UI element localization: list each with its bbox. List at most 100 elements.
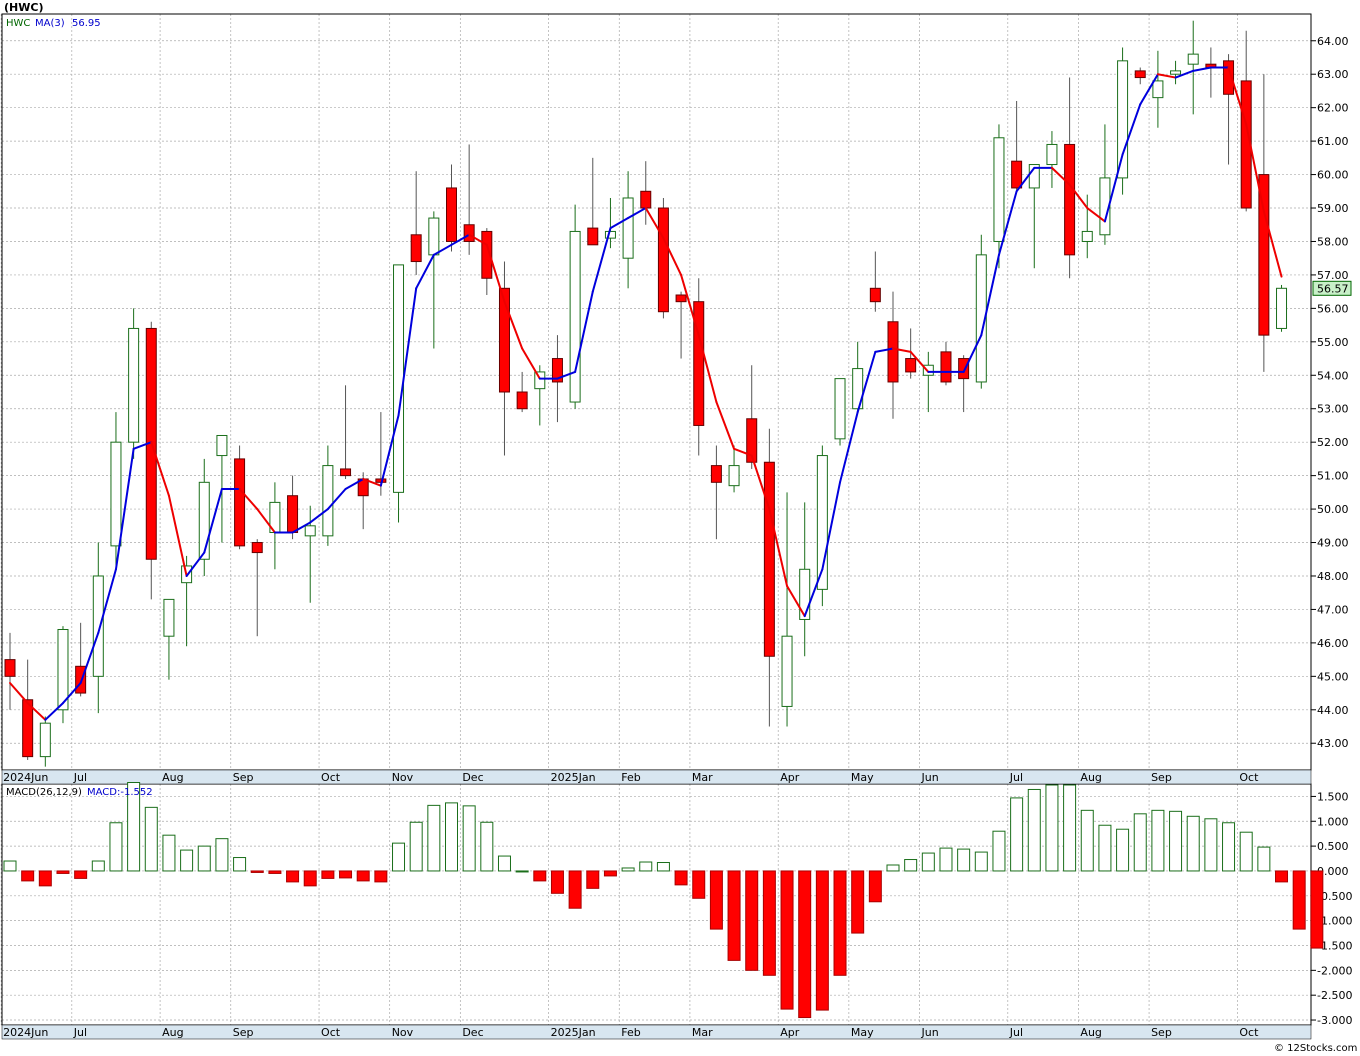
ma-segment <box>503 300 524 350</box>
macd-y-tick-label: -1.000 <box>1317 915 1352 928</box>
x-axis-label: Aug <box>1080 1026 1101 1039</box>
ma-segment <box>680 273 700 337</box>
macd-bar-positive <box>127 782 141 872</box>
macd-histogram <box>3 782 1324 1019</box>
ma-segment <box>715 401 736 450</box>
candle <box>975 234 987 389</box>
candle-body-up <box>322 465 334 537</box>
x-axis-label: May <box>851 1026 874 1039</box>
x-axis-label: Jul <box>1009 1026 1023 1039</box>
x-axis-label: Sep <box>233 1026 254 1039</box>
price-y-tick-label: 43.00 <box>1317 737 1349 750</box>
macd-bar-negative <box>568 870 582 909</box>
macd-bar-negative <box>74 870 88 879</box>
x-axis-label: Feb <box>621 771 640 784</box>
candle <box>516 371 528 413</box>
candle-body-up <box>216 434 228 457</box>
x-axis-label: Oct <box>321 1026 341 1039</box>
macd-y-axis: -3.000 -2.500 -2.000 -1.500 -1.000 -0.500 0.00… <box>1311 790 1352 1027</box>
x-axis-label: 2025Jan <box>551 771 596 784</box>
candle <box>887 291 899 419</box>
macd-bar-negative <box>356 870 370 882</box>
candle <box>1223 54 1235 165</box>
price-y-tick-label: 55.00 <box>1317 336 1349 349</box>
chart-title: (HWC) <box>4 1 43 14</box>
ma-segment <box>1121 103 1142 156</box>
candle-body-down <box>516 391 528 410</box>
ma-segment <box>1192 66 1212 72</box>
x-axis-label: Jul <box>1009 771 1023 784</box>
candle-body-up <box>393 264 405 493</box>
macd-bar-negative <box>851 870 865 934</box>
candle <box>145 321 157 600</box>
ma-segment <box>450 233 471 246</box>
candle-body-down <box>1134 70 1146 79</box>
ma-segment <box>97 568 117 634</box>
price-y-tick-label: 51.00 <box>1317 470 1349 483</box>
macd-bar-positive <box>957 848 971 872</box>
candle-body-up <box>534 371 546 390</box>
ma-segment <box>786 585 806 618</box>
x-axis-label: 2024Jun <box>3 1026 48 1039</box>
ma-segment <box>1050 166 1071 186</box>
candle-body-up <box>128 327 140 443</box>
candle-body-down <box>251 542 263 554</box>
ma-line <box>9 66 1283 721</box>
candle-body-up <box>1276 287 1288 329</box>
x-axis-label: 2025Jan <box>551 1026 596 1039</box>
x-axis-label: Aug <box>1080 771 1101 784</box>
candle <box>1064 77 1076 279</box>
price-y-tick-label: 48.00 <box>1317 570 1349 583</box>
ma-segment <box>1245 123 1265 213</box>
candle-body-down <box>410 234 422 263</box>
candle <box>728 445 740 493</box>
macd-bar-negative <box>745 870 759 971</box>
macd-bar-positive <box>497 855 511 872</box>
candle <box>1081 194 1093 259</box>
candle-body-down <box>340 468 352 477</box>
ma-segment <box>609 217 630 230</box>
candle <box>92 542 104 714</box>
macd-bar-negative <box>38 870 52 887</box>
last-price-label: 56.57 <box>1317 282 1349 295</box>
candle-body-up <box>92 575 104 677</box>
candle <box>446 164 457 252</box>
ma-segment <box>644 207 665 240</box>
macd-bar-positive <box>1027 788 1041 872</box>
macd-bar-positive <box>144 806 158 872</box>
macd-bar-negative <box>674 870 688 886</box>
ma-segment <box>803 568 824 618</box>
macd-bar-negative <box>339 870 353 879</box>
candle <box>251 539 263 637</box>
candle <box>4 632 16 710</box>
candle-body-up <box>1117 60 1129 179</box>
legend-ma-label: MA(3) <box>35 18 65 29</box>
candle-body-up <box>304 525 316 537</box>
candle-body-up <box>781 635 793 707</box>
candle <box>993 124 1005 269</box>
candle <box>622 171 634 289</box>
macd-bar-positive <box>197 845 211 872</box>
macd-bar-positive <box>1222 822 1236 872</box>
macd-bar-positive <box>992 830 1006 872</box>
macd-bar-negative <box>815 870 829 1011</box>
candle <box>534 365 546 426</box>
ma-segment <box>432 243 453 256</box>
ma-segment <box>750 454 771 511</box>
candle-body-down <box>763 461 775 657</box>
macd-bar-positive <box>1204 818 1218 872</box>
candle-body-down <box>498 287 510 393</box>
macd-date-axis-band <box>1 1024 1312 1040</box>
ma-segment <box>662 237 683 276</box>
x-axis-label: Jul <box>73 1026 87 1039</box>
ma-segment <box>203 488 223 554</box>
candle-body-up <box>1170 70 1182 75</box>
candle-body-down <box>446 187 457 242</box>
ma-segment <box>856 350 877 414</box>
macd-bar-negative <box>21 870 35 882</box>
ma-segment <box>9 682 29 705</box>
candle <box>498 261 510 456</box>
macd-bar-positive <box>1080 809 1094 872</box>
candle-body-down <box>693 301 705 426</box>
candle <box>710 445 722 540</box>
